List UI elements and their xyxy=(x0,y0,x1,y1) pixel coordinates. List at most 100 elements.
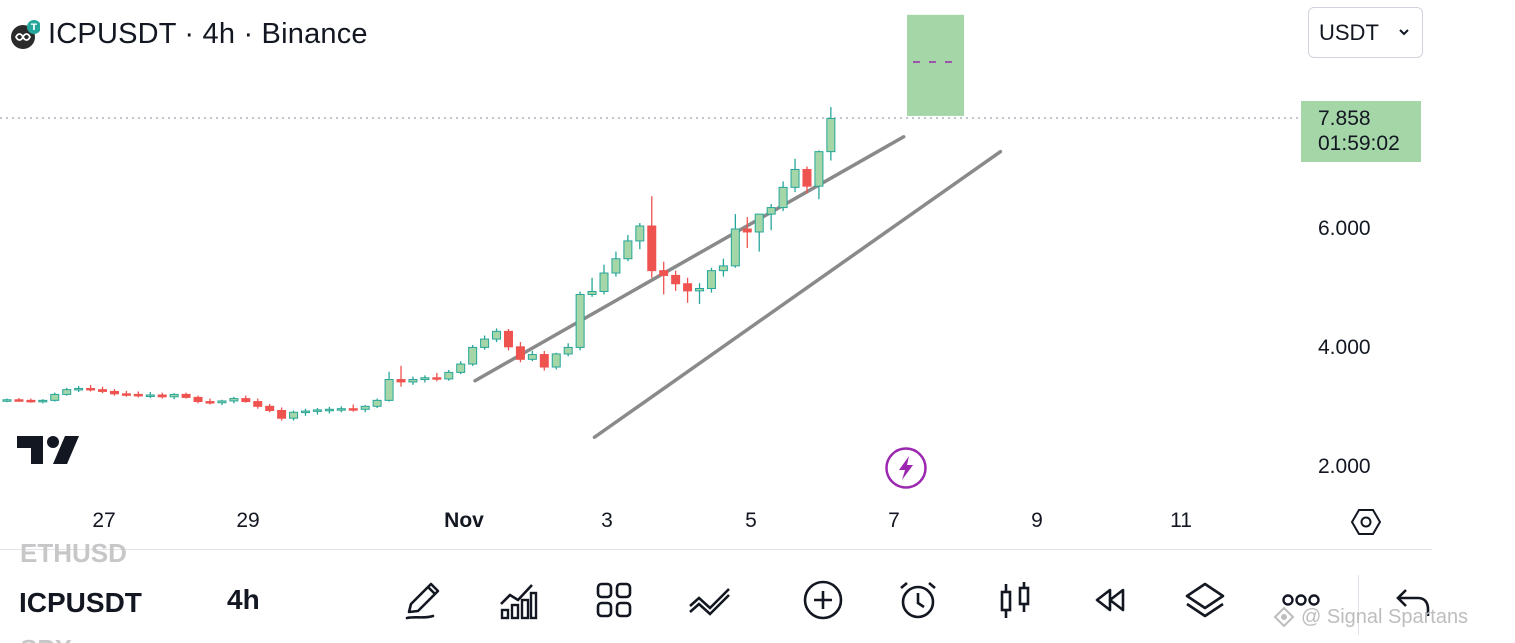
currency-value: USDT xyxy=(1319,19,1379,45)
candle-up xyxy=(730,228,740,267)
candle-up xyxy=(444,371,454,380)
candle-up xyxy=(575,293,585,348)
candle-up xyxy=(695,288,705,292)
bar-countdown: 01:59:02 xyxy=(1318,132,1400,155)
candle-up xyxy=(635,225,645,242)
candle-up xyxy=(814,151,824,187)
candle-down xyxy=(396,379,406,383)
layouts-icon[interactable] xyxy=(592,578,636,622)
symbol-current[interactable]: ICPUSDT xyxy=(19,587,142,618)
x-axis-label: 3 xyxy=(601,509,613,532)
tradingview-logo-icon[interactable] xyxy=(17,434,79,466)
x-axis-label: 9 xyxy=(1031,509,1043,532)
candle-down xyxy=(659,270,669,276)
target-zone-box[interactable] xyxy=(907,14,964,116)
candle-up xyxy=(62,389,72,395)
svg-text:T: T xyxy=(31,23,38,33)
channel-lower-line[interactable] xyxy=(592,149,1003,439)
x-axis-label: 27 xyxy=(92,509,116,532)
candle-up xyxy=(301,410,310,414)
symbol-header[interactable]: T ICPUSDT · 4h · Binance xyxy=(10,14,368,54)
candle-up xyxy=(563,346,573,355)
candle-up xyxy=(408,379,418,383)
watermark-text: @ Signal Spartans xyxy=(1301,605,1469,628)
candle-down xyxy=(503,330,513,348)
target-zone[interactable] xyxy=(907,14,964,116)
y-axis-label: 6.000 xyxy=(1318,217,1371,240)
candle-up xyxy=(384,379,394,401)
candle-up xyxy=(623,240,633,260)
candle-up xyxy=(336,408,346,411)
pencil-icon[interactable] xyxy=(401,578,445,622)
candle-down xyxy=(539,354,549,368)
candle-up xyxy=(766,207,776,215)
candle-down xyxy=(157,394,167,398)
candle-up xyxy=(492,330,502,340)
candle-down xyxy=(109,390,119,395)
candle-up xyxy=(312,409,322,412)
candle-up xyxy=(169,393,179,398)
symbol-prev[interactable]: ETHUSD xyxy=(20,538,127,568)
alert-clock-icon[interactable] xyxy=(896,578,940,622)
candle-up xyxy=(778,186,788,209)
candle-down xyxy=(193,396,203,403)
candle-down xyxy=(205,401,215,404)
candle-down xyxy=(277,409,287,419)
candle-down xyxy=(515,346,525,360)
undo-icon[interactable] xyxy=(1392,578,1436,622)
candle-up xyxy=(229,398,239,402)
layers-icon[interactable] xyxy=(1183,578,1227,622)
candle-down xyxy=(683,283,693,292)
bolt-icon[interactable] xyxy=(884,446,928,490)
x-axis-label: 5 xyxy=(745,509,757,532)
currency-select[interactable]: USDT xyxy=(1308,7,1423,58)
more-icon[interactable] xyxy=(1279,578,1323,622)
candles xyxy=(2,107,836,421)
candle-up xyxy=(217,400,227,404)
candle-up xyxy=(527,354,537,360)
watermark-logo-icon xyxy=(1273,606,1295,628)
candle-down xyxy=(121,393,131,396)
drawing-tools-icon[interactable] xyxy=(688,578,732,622)
y-axis-label: 2.000 xyxy=(1318,455,1371,478)
candle-up xyxy=(38,399,48,403)
candle-up xyxy=(2,399,12,402)
candle-up xyxy=(599,272,609,292)
candle-up xyxy=(826,117,836,153)
candle-up xyxy=(420,377,430,381)
channel-lines[interactable] xyxy=(473,135,1003,439)
candle-down xyxy=(671,274,681,285)
x-axis-label: 29 xyxy=(236,509,260,532)
candle-down xyxy=(802,169,812,187)
last-price: 7.858 xyxy=(1318,107,1371,130)
replay-icon[interactable] xyxy=(1088,578,1132,622)
candle-down xyxy=(348,408,358,411)
candle-up xyxy=(611,258,621,274)
candle-up xyxy=(754,213,764,233)
toolbar-separator xyxy=(1358,575,1359,635)
candle-up xyxy=(718,265,728,272)
candle-down xyxy=(14,399,24,402)
interval-button[interactable]: 4h xyxy=(227,584,260,615)
candle-down xyxy=(181,393,191,398)
x-axis-label: Nov xyxy=(444,509,484,532)
candle-up xyxy=(324,408,334,412)
candle-up xyxy=(74,387,84,391)
add-icon[interactable] xyxy=(801,578,845,622)
settings-icon[interactable] xyxy=(1350,506,1382,538)
indicators-icon[interactable] xyxy=(496,578,540,622)
candle-up xyxy=(468,346,478,365)
candle-down xyxy=(253,401,263,407)
candle-up xyxy=(706,270,716,289)
last-price-tag: 7.858 01:59:02 xyxy=(1301,101,1421,162)
candle-up xyxy=(587,290,597,295)
candle-up xyxy=(145,394,155,398)
chevron-down-icon xyxy=(1399,29,1409,36)
chart-type-icon[interactable] xyxy=(993,578,1037,622)
candle-down xyxy=(133,393,143,397)
watermark: @ Signal Spartans xyxy=(1272,605,1468,629)
symbol-next[interactable]: SPX xyxy=(20,634,72,643)
candle-down xyxy=(742,228,752,233)
channel-upper-line[interactable] xyxy=(473,135,906,383)
